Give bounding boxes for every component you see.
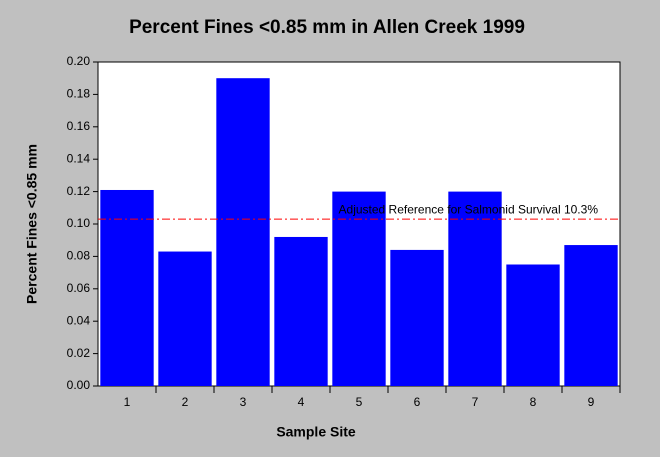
x-tick-label: 2 (182, 395, 189, 409)
reference-label: Adjusted Reference for Salmonid Survival… (339, 202, 599, 216)
chart-title: Percent Fines <0.85 mm in Allen Creek 19… (129, 17, 525, 38)
y-axis-title: Percent Fines <0.85 mm (24, 144, 40, 304)
y-tick-label: 0.08 (67, 249, 91, 263)
x-tick-label: 1 (124, 395, 131, 409)
bar (274, 236, 328, 386)
x-tick-label: 9 (588, 395, 595, 409)
x-tick-label: 5 (356, 395, 363, 409)
y-tick-label: 0.14 (67, 151, 91, 165)
bar (158, 251, 212, 386)
y-tick-label: 0.06 (67, 281, 91, 295)
bar (216, 78, 270, 386)
y-tick-label: 0.10 (67, 216, 91, 230)
x-tick-label: 7 (472, 395, 479, 409)
y-tick-label: 0.00 (67, 378, 91, 392)
y-tick-label: 0.04 (67, 313, 91, 327)
bar (390, 249, 444, 386)
y-tick-label: 0.16 (67, 119, 91, 133)
y-tick-label: 0.02 (67, 346, 91, 360)
x-tick-label: 6 (414, 395, 421, 409)
bar (448, 191, 502, 386)
x-axis-title: Sample Site (276, 424, 356, 440)
y-tick-label: 0.20 (67, 54, 91, 68)
bar (100, 189, 154, 386)
bar (564, 245, 618, 386)
x-tick-label: 4 (298, 395, 305, 409)
bar (332, 191, 386, 386)
y-tick-label: 0.12 (67, 184, 91, 198)
x-tick-label: 3 (240, 395, 247, 409)
x-tick-label: 8 (530, 395, 537, 409)
y-tick-label: 0.18 (67, 87, 91, 101)
bar (506, 264, 560, 386)
